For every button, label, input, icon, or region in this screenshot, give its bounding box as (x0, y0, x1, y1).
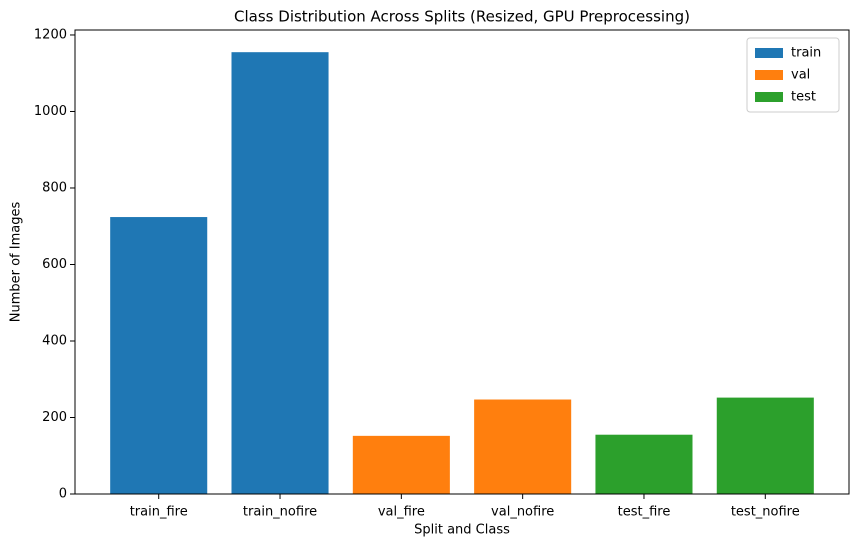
y-tick-label: 1000 (34, 104, 67, 119)
x-tick-label: train_nofire (243, 505, 317, 520)
bar (110, 217, 208, 494)
x-tick-label: test_nofire (731, 505, 800, 520)
legend-swatch (755, 70, 783, 80)
bar (595, 434, 693, 494)
x-tick-label: test_fire (618, 505, 671, 520)
bar (231, 52, 329, 495)
bar (716, 397, 814, 494)
y-axis-label: Number of Images (9, 202, 24, 323)
chart-title: Class Distribution Across Splits (Resize… (234, 8, 690, 26)
x-tick-label: val_nofire (491, 505, 554, 520)
y-tick-label: 800 (42, 180, 67, 195)
y-tick-label: 0 (59, 487, 67, 502)
legend-swatch (755, 48, 783, 58)
x-tick-label: train_fire (130, 505, 188, 520)
x-axis-label: Split and Class (414, 523, 510, 538)
bar (352, 435, 450, 494)
y-tick-label: 200 (42, 410, 67, 425)
x-tick-label: val_fire (378, 505, 425, 520)
legend-label: train (791, 46, 821, 61)
legend-label: test (791, 90, 816, 105)
y-tick-label: 600 (42, 257, 67, 272)
y-tick-label: 1200 (34, 27, 67, 42)
bar (474, 399, 572, 494)
y-tick-label: 400 (42, 333, 67, 348)
legend-label: val (791, 68, 810, 83)
legend-swatch (755, 92, 783, 102)
axes-frame (74, 29, 850, 495)
